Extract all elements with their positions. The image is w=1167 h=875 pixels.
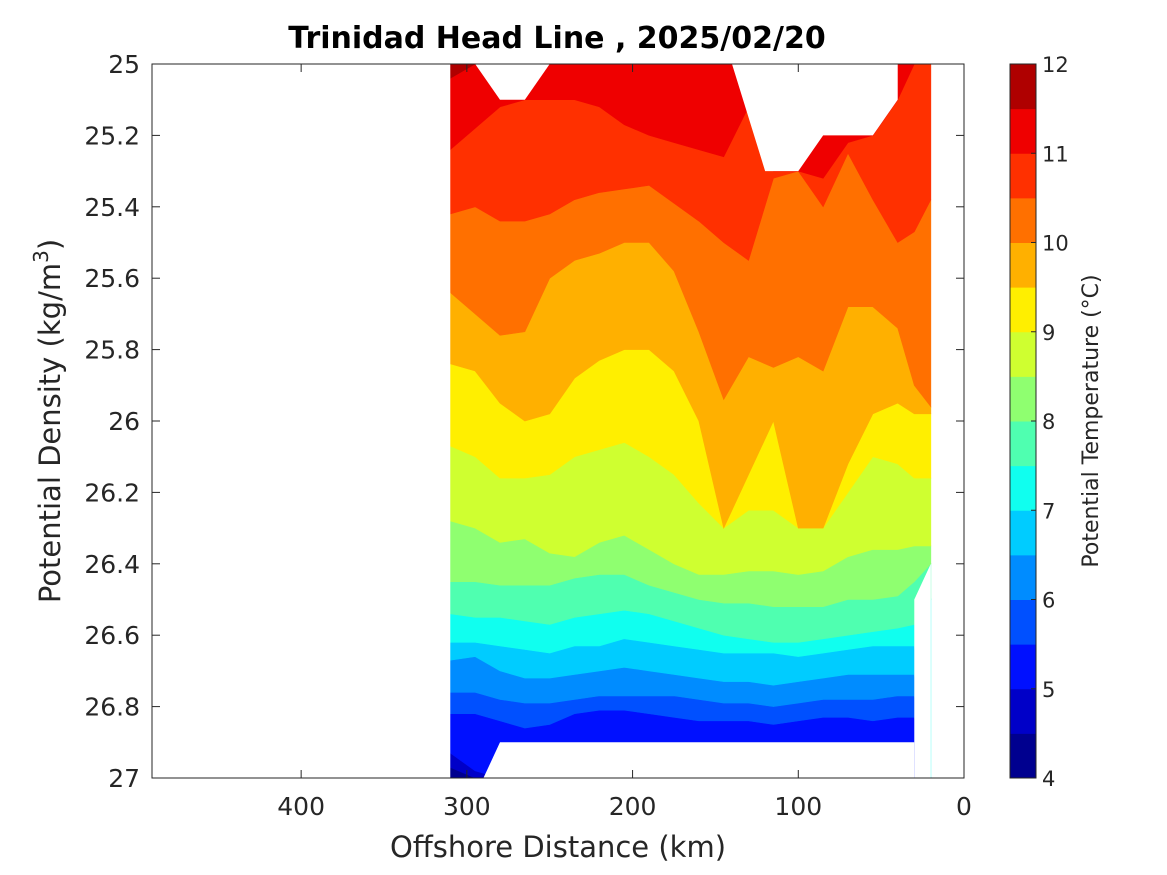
colorbar [1010, 64, 1036, 779]
colorbar-segment [1010, 108, 1036, 154]
colorbar-segment [1010, 465, 1036, 511]
y-tick-label: 26.6 [84, 621, 140, 650]
x-axis-title: Offshore Distance (km) [390, 830, 726, 864]
y-tick-label: 25.4 [84, 193, 140, 222]
colorbar-tick-label: 11 [1042, 142, 1069, 166]
colorbar-segment [1010, 376, 1036, 422]
x-tick-label: 100 [774, 792, 822, 821]
y-axis-title: Potential Density (kg/m3) [29, 239, 67, 603]
colorbar-tick-label: 6 [1042, 589, 1055, 613]
colorbar-segment [1010, 242, 1036, 288]
x-tick-label: 0 [956, 792, 972, 821]
colorbar-segment [1010, 688, 1036, 734]
no-data-region [475, 64, 550, 100]
colorbar-ticks: 4 5 6 7 8 9 10 11 12 [1031, 53, 1069, 791]
colorbar-tick-label: 7 [1042, 499, 1055, 523]
colorbar-segment [1010, 421, 1036, 467]
colorbar-tick-label: 8 [1042, 410, 1055, 434]
colorbar-segment [1010, 197, 1036, 243]
colorbar-segment [1010, 510, 1036, 556]
colorbar-segment [1010, 64, 1036, 110]
colorbar-segment [1010, 287, 1036, 333]
colorbar-tick-label: 12 [1042, 53, 1069, 77]
x-axis: 400 300 200 100 0 [277, 64, 972, 821]
y-tick-label: 26.4 [84, 550, 140, 579]
y-axis-title-main: Potential Density (kg/m [33, 263, 67, 603]
x-tick-label: 200 [609, 792, 657, 821]
y-axis: 25 25.2 25.4 25.6 25.8 26 26.2 26.4 26.6 26.8 27 [84, 50, 964, 793]
y-tick-label: 26.8 [84, 693, 140, 722]
y-tick-label: 27 [108, 764, 140, 793]
no-data-region [483, 742, 915, 778]
contour-fill-layer [449, 63, 932, 779]
no-data-layer [152, 64, 931, 778]
chart-title: Trinidad Head Line , 2025/02/20 [288, 21, 825, 56]
colorbar-segment [1010, 153, 1036, 199]
colorbar-segment [1010, 554, 1036, 600]
y-tick-label: 26.2 [84, 478, 140, 507]
y-tick-label: 25.2 [84, 121, 140, 150]
colorbar-title: Potential Temperature (°C) [1079, 274, 1104, 567]
colorbar-tick-label: 9 [1042, 321, 1055, 345]
colorbar-segment [1010, 331, 1036, 377]
colorbar-tick-label: 5 [1042, 678, 1055, 702]
colorbar-tick-label: 4 [1042, 767, 1055, 791]
colorbar-segment [1010, 733, 1036, 779]
x-tick-label: 300 [443, 792, 491, 821]
colorbar-segment [1010, 599, 1036, 645]
colorbar-segment [1010, 644, 1036, 690]
y-axis-title-close: ) [33, 239, 67, 250]
no-data-region [732, 64, 898, 172]
y-tick-label: 26 [108, 407, 140, 436]
no-data-region [152, 64, 451, 778]
y-tick-label: 25.8 [84, 336, 140, 365]
y-tick-label: 25 [108, 50, 140, 79]
colorbar-tick-label: 10 [1042, 232, 1069, 256]
x-tick-label: 400 [277, 792, 325, 821]
no-data-region [914, 563, 931, 778]
y-tick-label: 25.6 [84, 264, 140, 293]
y-axis-title-superscript: 3 [29, 250, 53, 263]
